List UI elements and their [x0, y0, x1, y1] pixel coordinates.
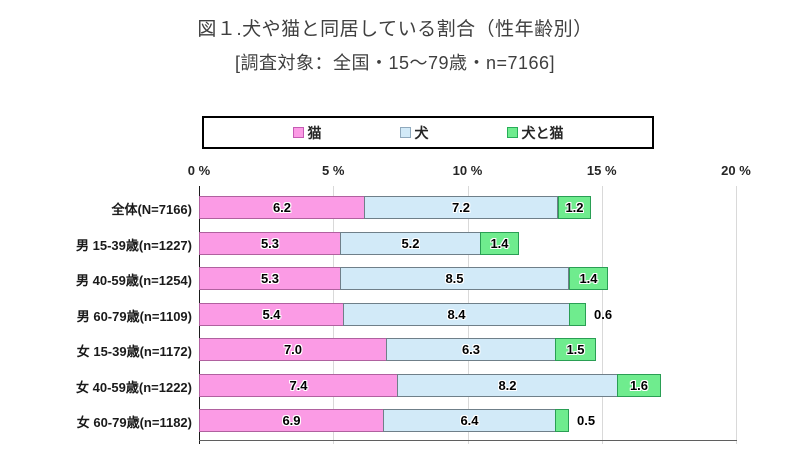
category-label: 男 15-39歳(n=1227) — [76, 237, 192, 253]
value-label: 6.2 — [272, 200, 292, 215]
value-label-outside: 0.5 — [577, 413, 596, 428]
chart-subtitle: [調査対象：全国・15～79歳・n=7166] — [234, 53, 556, 73]
category-label: 男 40-59歳(n=1254) — [76, 273, 192, 288]
category-label: 女 40-59歳(n=1222) — [76, 379, 192, 395]
legend-label-cat: 猫 — [307, 124, 322, 141]
bar-segment-dog: 8.4 — [343, 302, 570, 326]
bar-segment-dog-and-cat: 1.4 — [480, 231, 519, 255]
value-label: 7.0 — [283, 342, 303, 357]
chart-title: 図１.犬や猫と同居している割合（性年齢別） — [197, 19, 593, 40]
gridline — [736, 186, 737, 444]
bar-segment-dog: 6.4 — [383, 409, 556, 432]
bar-segment-cat: 7.0 — [199, 338, 387, 361]
category-label: 女 60-79歳(n=1182) — [76, 415, 192, 430]
legend-label-dog-and-cat: 犬と猫 — [521, 124, 564, 141]
x-axis-tick-label: 5 % — [322, 163, 345, 178]
bar-segment-dog: 8.2 — [397, 373, 618, 397]
value-label: 1.4 — [579, 271, 598, 286]
bar-segment-dog-and-cat: 1.4 — [569, 267, 608, 290]
value-label: 8.5 — [445, 271, 464, 286]
value-label-outside: 0.6 — [594, 306, 613, 322]
value-label: 6.3 — [461, 342, 481, 357]
value-label: 1.5 — [566, 342, 585, 357]
value-label: 5.3 — [260, 271, 280, 286]
bar-segment-dog-and-cat: 1.6 — [617, 373, 661, 397]
bar-segment-cat: 5.3 — [199, 267, 341, 290]
bar-segment-dog: 5.2 — [340, 231, 481, 255]
value-label: 6.4 — [460, 413, 479, 428]
bar-segment-dog: 6.3 — [386, 338, 556, 361]
legend-label-dog: 犬 — [414, 124, 429, 141]
x-axis-tick-label: 10 % — [452, 163, 483, 178]
value-label: 7.2 — [451, 200, 471, 215]
bar-segment-dog: 8.5 — [340, 267, 569, 290]
value-label: 5.2 — [401, 235, 420, 251]
legend-item-dog-and-cat: 犬と猫 — [506, 123, 564, 143]
x-axis-tick-label: 20 % — [721, 163, 751, 178]
bar-segment-cat: 6.2 — [199, 196, 365, 219]
gridline — [602, 186, 603, 444]
value-label: 5.3 — [260, 235, 280, 251]
value-label: 7.4 — [289, 377, 308, 393]
bar-segment-cat: 7.4 — [199, 373, 398, 397]
legend-item-dog: 犬 — [399, 123, 429, 143]
bar-segment-dog: 7.2 — [364, 196, 558, 219]
bar-segment-dog-and-cat: 1.5 — [555, 338, 596, 361]
category-label: 男 60-79歳(n=1109) — [76, 308, 192, 324]
x-axis-line — [199, 440, 737, 441]
legend-swatch-dog-and-cat — [506, 127, 518, 138]
bar-segment-dog-and-cat — [555, 409, 569, 432]
legend-swatch-dog — [399, 127, 411, 138]
value-label: 6.9 — [282, 413, 301, 428]
legend: 猫 犬 犬と猫 — [202, 116, 654, 149]
value-label: 1.6 — [629, 377, 649, 393]
value-label: 1.2 — [565, 200, 584, 215]
bar-segment-dog-and-cat: 1.2 — [558, 196, 591, 219]
value-label: 1.4 — [490, 235, 509, 251]
bar-segment-cat: 5.3 — [199, 231, 341, 255]
x-axis-tick-label: 0 % — [187, 163, 211, 178]
legend-swatch-cat — [292, 127, 304, 138]
category-label: 全体(N=7166) — [111, 202, 192, 217]
x-axis-tick-label: 15 % — [586, 163, 617, 178]
value-label: 8.4 — [447, 306, 466, 322]
value-label: 8.2 — [498, 377, 517, 393]
bar-segment-dog-and-cat — [569, 302, 586, 326]
value-label: 5.4 — [262, 306, 281, 322]
category-label: 女 15-39歳(n=1172) — [76, 344, 192, 359]
legend-item-cat: 猫 — [292, 123, 322, 143]
bar-segment-cat: 5.4 — [199, 302, 344, 326]
bar-segment-cat: 6.9 — [199, 409, 384, 432]
